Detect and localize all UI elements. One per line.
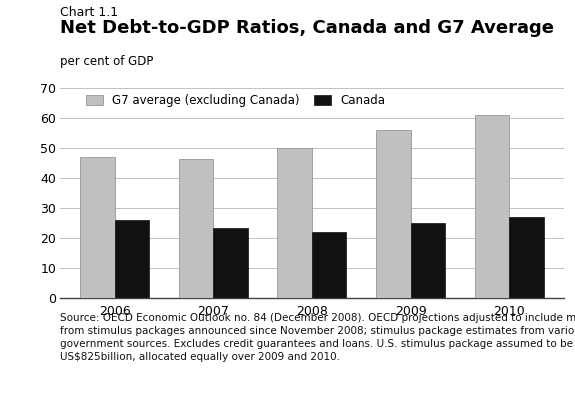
Bar (80, 157, 114, 298)
Bar (114, 220, 149, 298)
Bar (277, 148, 312, 298)
Bar (475, 115, 509, 298)
Text: Source: OECD Economic Outlook no. 84 (December 2008). OECD projections adjusted : Source: OECD Economic Outlook no. 84 (De… (60, 313, 575, 362)
Bar (411, 223, 445, 298)
Bar (509, 217, 544, 298)
Legend: G7 average (excluding Canada), Canada: G7 average (excluding Canada), Canada (86, 94, 385, 107)
Bar (312, 232, 347, 298)
Bar (376, 130, 411, 298)
Text: per cent of GDP: per cent of GDP (60, 55, 154, 68)
Bar (213, 228, 248, 298)
Bar (179, 159, 213, 298)
Text: Net Debt-to-GDP Ratios, Canada and G7 Average: Net Debt-to-GDP Ratios, Canada and G7 Av… (60, 19, 554, 37)
Text: Chart 1.1: Chart 1.1 (60, 6, 118, 19)
